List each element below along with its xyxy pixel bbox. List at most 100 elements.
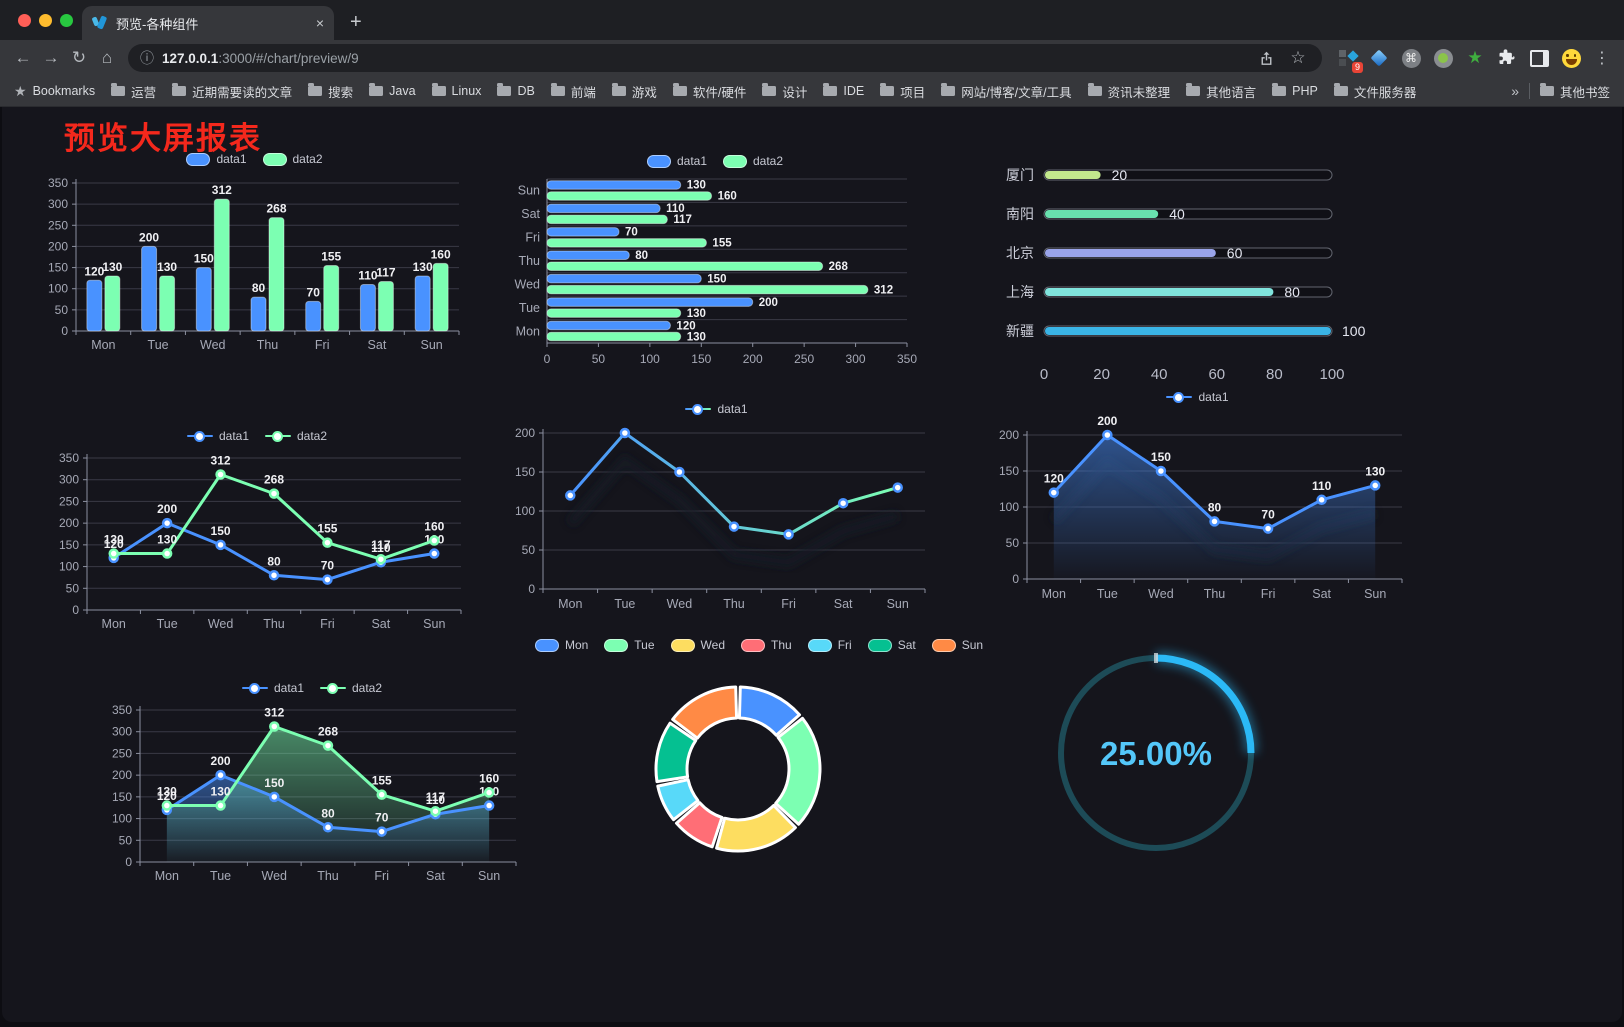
chart-canvas-line-gradient[interactable]: 0 50 100 150 200 Mon Tue Wed Thu Fri Sat Sun [499, 421, 934, 623]
emoji-extension-icon[interactable] [1560, 47, 1582, 69]
bookmark-folder-游戏[interactable]: 游戏 [611, 82, 657, 101]
chart-canvas-hbar-grouped[interactable]: SunSatFriThuWedTueMon1301107080150200120… [505, 173, 925, 373]
other-bookmarks[interactable]: 其他书签 [1539, 82, 1610, 101]
bookmark-folder-Linux[interactable]: Linux [431, 83, 481, 98]
bookmark-folder-PHP[interactable]: PHP [1272, 83, 1318, 98]
svg-text:200: 200 [1097, 414, 1117, 428]
bookmarks-root[interactable]: ★ Bookmarks [14, 83, 95, 100]
reload-button[interactable]: ↻ [71, 48, 87, 67]
chart-canvas-area[interactable]: 0 50 100 150 200 Mon Tue Wed Thu Fri Sat Sun 120 200 1… [985, 409, 1410, 616]
legend-item-Sun[interactable]: Sun [931, 638, 983, 652]
chart-area-two: data1 data2 0 50 100 150 200 250 300 350 Mon Tue We… [102, 678, 522, 903]
legend-item-data2[interactable]: data2 [265, 429, 327, 443]
svg-text:150: 150 [194, 252, 214, 266]
svg-text:312: 312 [264, 706, 284, 720]
bookmark-folder-网站/博客/文章/工具[interactable]: 网站/博客/文章/工具 [941, 82, 1072, 101]
bookmark-folder-资讯未整理[interactable]: 资讯未整理 [1087, 82, 1170, 101]
chart-canvas-area[interactable]: 厦门 20 南阳 40 北京 60 上海 80 新疆 100 0 20 40 60 80 100 [990, 153, 1405, 393]
svg-text:200: 200 [999, 428, 1019, 442]
legend-item-Mon[interactable]: Mon [534, 638, 589, 652]
legend-item-Fri[interactable]: Fri [807, 638, 852, 652]
home-button[interactable]: ⌂ [101, 48, 113, 67]
close-window-button[interactable] [18, 14, 31, 27]
chart-canvas-area[interactable]: 0 50 100 150 200 250 300 350 Mon Tue Wed Thu Fri Sat S… [47, 448, 467, 651]
bookmark-star-button[interactable]: ☆ [1290, 48, 1306, 67]
bar [359, 283, 376, 332]
tab-manager-extension-icon[interactable]: 9 [1336, 47, 1363, 73]
svg-text:300: 300 [48, 197, 68, 211]
chart-canvas-area[interactable]: Sun Sat Fri Thu Wed Tue Mon 130 110 70 80 150 200 120… [505, 173, 925, 378]
recorder-extension-icon[interactable] [1432, 47, 1454, 69]
chart-canvas-bar-grouped[interactable]: 0 50 100 150 200 250 300 350 Mon Tue Wed Thu Fri Sat S… [42, 171, 467, 369]
chart-legend: data1 [985, 387, 1410, 407]
legend-swatch [262, 152, 287, 166]
chart-canvas-week-donut[interactable] [554, 657, 964, 873]
bookmark-folder-软件/硬件[interactable]: 软件/硬件 [672, 82, 746, 101]
legend-item-data1[interactable]: data1 [241, 681, 304, 695]
bookmark-folder-其他语言[interactable]: 其他语言 [1186, 82, 1256, 101]
browser-tab[interactable]: 预览-各种组件 × [82, 6, 334, 40]
minimize-window-button[interactable] [39, 14, 52, 27]
browser-menu-icon[interactable]: ⋮ [1594, 50, 1610, 67]
legend-item-Sat[interactable]: Sat [867, 638, 916, 652]
bookmark-folder-IDE[interactable]: IDE [823, 83, 864, 98]
legend-item-data1[interactable]: data1 [186, 152, 247, 166]
address-bar[interactable]: ⓘ 127.0.0.1:3000/#/chart/preview/9 ☆ [128, 44, 1322, 72]
svg-text:Wed: Wed [208, 617, 234, 631]
marker [161, 517, 173, 529]
legend-item-data2[interactable]: data2 [723, 154, 783, 168]
zoom-window-button[interactable] [60, 14, 73, 27]
bookmark-folder-设计[interactable]: 设计 [762, 82, 807, 101]
legend-label: Mon [564, 638, 589, 652]
legend-item-data2[interactable]: data2 [320, 681, 382, 695]
svg-text:Sat: Sat [426, 869, 445, 883]
bookmark-folder-文件服务器[interactable]: 文件服务器 [1333, 82, 1416, 101]
bookmark-folder-Java[interactable]: Java [369, 83, 416, 98]
bookmarks-overflow-icon[interactable]: » [1511, 83, 1519, 99]
forward-button[interactable]: → [42, 48, 60, 67]
green-star-extension-icon[interactable]: ★ [1467, 48, 1483, 67]
chart-canvas-percent-gauge[interactable]: 25.00% [1034, 643, 1284, 865]
bar [159, 275, 176, 332]
legend-item-Wed[interactable]: Wed [670, 638, 725, 652]
back-button[interactable]: ← [14, 48, 32, 67]
marker [483, 787, 495, 798]
legend-item-data1[interactable]: data1 [1166, 390, 1229, 404]
new-tab-button[interactable]: + [350, 11, 362, 33]
progress-fill [1045, 249, 1216, 257]
chart-canvas-line-two[interactable]: 0 50 100 150 200 250 300 350 Mon Tue Wed Thu Fri Sat S… [47, 448, 467, 646]
folder-icon [497, 83, 512, 96]
legend-item-data1[interactable]: data1 [646, 154, 707, 168]
site-info-icon[interactable]: ⓘ [140, 50, 154, 66]
bookmark-folder-搜索[interactable]: 搜索 [308, 82, 353, 101]
chart-canvas-city-progress[interactable]: 厦门 20 南阳 40 北京 60 上海 80 新疆 100 0 20 40 60 80 100 [990, 153, 1405, 388]
kite-extension-icon[interactable] [1368, 47, 1390, 69]
bookmark-folder-DB[interactable]: DB [497, 83, 535, 98]
extensions-puzzle-icon[interactable] [1496, 47, 1518, 69]
tab-close-icon[interactable]: × [315, 15, 324, 31]
command-extension-icon[interactable]: ⌘ [1400, 47, 1422, 69]
legend-item-data1[interactable]: data1 [186, 429, 249, 443]
legend-item-Thu[interactable]: Thu [741, 638, 792, 652]
legend-item-data2[interactable]: data2 [262, 152, 323, 166]
chart-canvas-area[interactable]: 0 50 100 150 200 250 300 350 Mon Tue Wed Thu Fri Sat S… [102, 700, 522, 903]
sidebar-extension-icon[interactable] [1528, 47, 1550, 69]
chart-canvas-area[interactable] [554, 657, 964, 878]
svg-text:117: 117 [673, 214, 692, 226]
chart-canvas-area[interactable]: 0 50 100 150 200 250 300 350 Mon Tue Wed Thu Fri Sat S… [42, 171, 467, 374]
legend-item-Tue[interactable]: Tue [604, 638, 655, 652]
bookmark-folder-项目[interactable]: 项目 [880, 82, 925, 101]
chart-canvas-area-two[interactable]: 0 50 100 150 200 250 300 350 Mon Tue Wed Thu Fri Sat S… [102, 700, 522, 898]
svg-text:312: 312 [874, 284, 893, 296]
bookmark-folder-近期需要读的文章[interactable]: 近期需要读的文章 [172, 82, 292, 101]
legend-item-data1[interactable]: data1 [685, 402, 748, 416]
bookmark-folder-前端[interactable]: 前端 [550, 82, 596, 101]
share-button[interactable] [1254, 46, 1278, 70]
svg-text:200: 200 [211, 754, 231, 768]
bookmark-folder-运营[interactable]: 运营 [111, 82, 156, 101]
chart-canvas-area[interactable]: 0 50 100 150 200 Mon Tue Wed Thu Fri Sat Sun [499, 421, 934, 628]
chart-week-donut: Mon Tue Wed Thu Fri Sat Sun [534, 635, 983, 878]
chart-canvas-area[interactable]: 25.00% [1034, 643, 1284, 870]
folder-icon [172, 83, 187, 96]
chart-canvas-area-single[interactable]: 0 50 100 150 200 Mon Tue Wed Thu Fri Sat Sun 120 200 1… [985, 409, 1410, 611]
